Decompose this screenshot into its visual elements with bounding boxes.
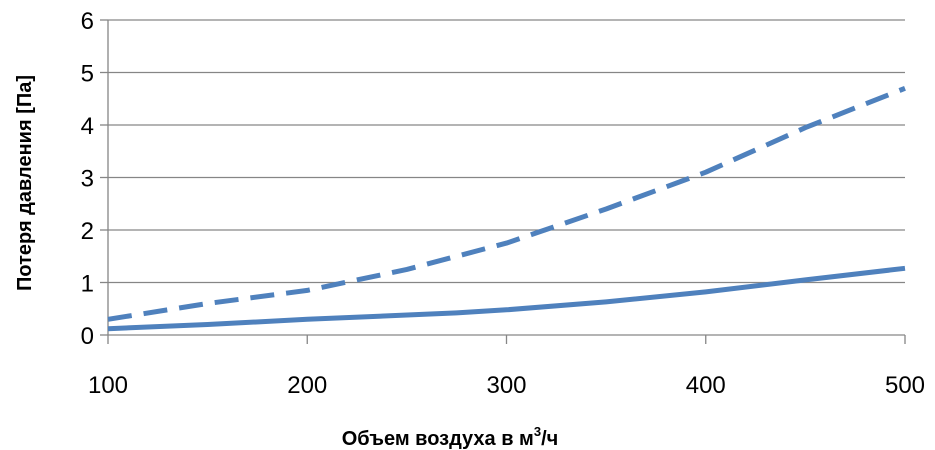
dashed-series-line bbox=[107, 85, 906, 322]
y-tick-label: 4 bbox=[81, 113, 94, 140]
y-tick-label: 2 bbox=[81, 218, 94, 245]
x-tick-label: 100 bbox=[88, 372, 128, 399]
x-tick-label: 300 bbox=[486, 372, 526, 399]
y-tick-label: 6 bbox=[81, 8, 94, 35]
y-tick-label: 0 bbox=[81, 323, 94, 350]
series-lines bbox=[107, 85, 906, 332]
x-axis-title-tail: /ч bbox=[541, 428, 558, 450]
x-axis-title-main: Объем воздуха в м bbox=[342, 428, 534, 450]
y-tick-label: 1 bbox=[81, 271, 94, 298]
y-tick-label: 5 bbox=[81, 61, 94, 88]
axes bbox=[100, 19, 906, 344]
x-axis-title: Объем воздуха в м3/ч bbox=[342, 424, 559, 450]
x-tick-label: 400 bbox=[686, 372, 726, 399]
y-tick-label: 3 bbox=[81, 166, 94, 193]
y-axis-title: Потеря давления [Па] bbox=[14, 75, 36, 291]
solid-series-line bbox=[107, 265, 906, 332]
x-axis-title-sup: 3 bbox=[534, 424, 541, 439]
x-tick-label: 500 bbox=[885, 372, 925, 399]
x-tick-label: 200 bbox=[287, 372, 327, 399]
tick-labels: 0 1 2 3 4 5 6 100 200 300 400 500 bbox=[81, 8, 925, 399]
